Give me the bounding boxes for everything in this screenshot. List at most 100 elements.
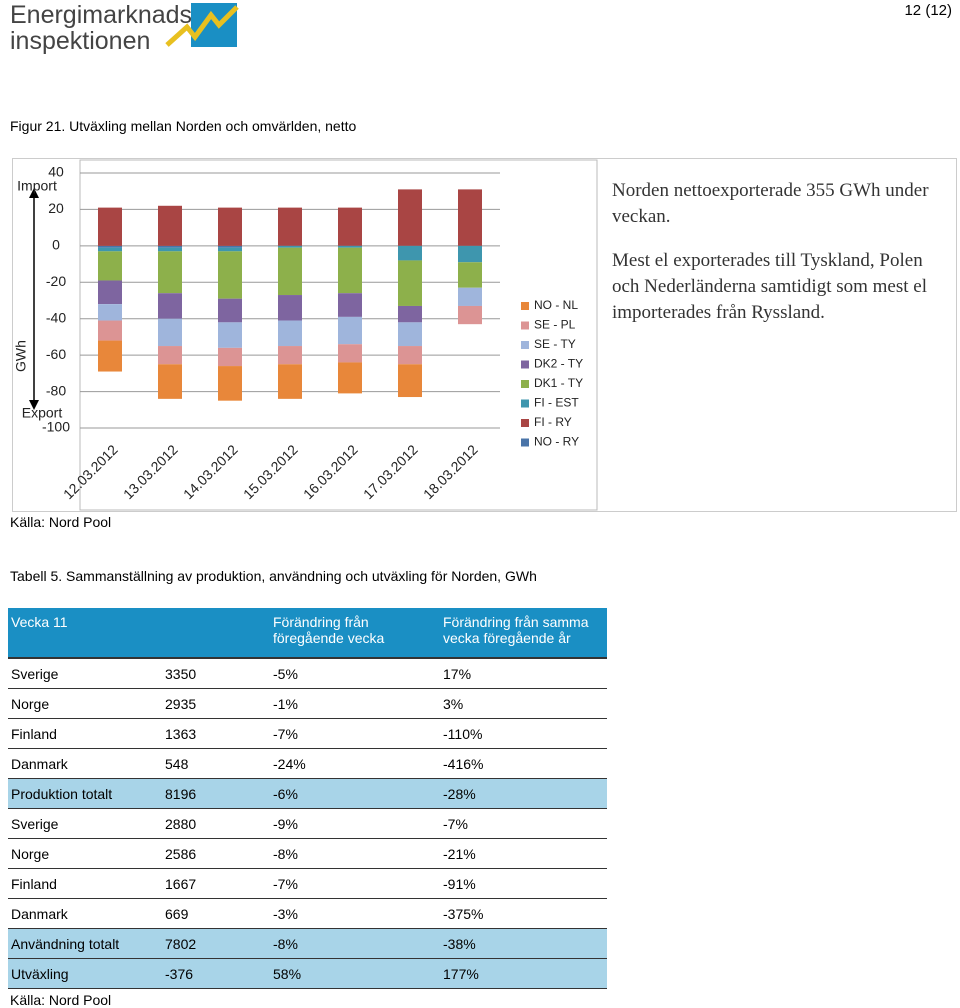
header-cell: Förändring från samma vecka föregående å…	[440, 608, 607, 659]
table-row: Norge 2586 -8% -21%	[8, 838, 607, 869]
legend-swatch	[521, 419, 529, 427]
y-tick-label: 20	[48, 200, 64, 216]
bar-segment	[278, 245, 302, 248]
table-row: Sverige 2880 -9% -7%	[8, 808, 607, 839]
legend-swatch	[521, 438, 529, 447]
legend-label: FI - EST	[534, 396, 579, 410]
bar-segment	[278, 364, 302, 399]
table-cell: 58%	[270, 958, 440, 989]
y-tick-label: -40	[46, 309, 66, 325]
table-cell: -416%	[440, 748, 607, 779]
table-row: Användning totalt 7802 -8% -38%	[8, 928, 607, 959]
bar-segment	[98, 340, 122, 372]
bar-segment	[98, 320, 122, 341]
bar-segment	[398, 245, 422, 261]
import-label: Import	[17, 178, 57, 194]
chart-source: Källa: Nord Pool	[10, 514, 112, 530]
table-cell: Finland	[8, 868, 162, 899]
table-cell: 1363	[162, 718, 270, 749]
y-tick-label: 0	[52, 237, 60, 253]
table-cell: -375%	[440, 898, 607, 929]
chart: GWh Import Export -100 -80 -60 -40 -20 0 20 40 1…	[13, 159, 598, 511]
legend-swatch	[521, 380, 529, 388]
logo-mark	[165, 3, 239, 47]
bar-segment	[158, 205, 182, 246]
bar-segment	[158, 251, 182, 294]
table-cell: Sverige	[8, 658, 162, 689]
table-cell: -7%	[270, 868, 440, 899]
table-cell: Sverige	[8, 808, 162, 839]
table-cell: -9%	[270, 808, 440, 839]
table-row: Danmark 548 -24% -416%	[8, 748, 607, 779]
table-cell: 8196	[162, 778, 270, 809]
table-cell: -8%	[270, 928, 440, 959]
header-cell	[162, 608, 270, 659]
bar-segment	[158, 364, 182, 399]
table-cell: Norge	[8, 838, 162, 869]
bar-segment	[458, 287, 482, 306]
table-cell: 7802	[162, 928, 270, 959]
y-tick-label: -100	[42, 419, 70, 435]
bar-segment	[98, 207, 122, 246]
table-cell: -38%	[440, 928, 607, 959]
logo: Energimarknads inspektionen	[10, 2, 192, 54]
bar-segment	[398, 346, 422, 365]
bar-segment	[398, 260, 422, 306]
logo-text: inspektionen	[10, 27, 151, 55]
bar-segment	[278, 320, 302, 347]
bar-segment	[218, 322, 242, 348]
bar-segment	[98, 304, 122, 321]
legend-label: SE - PL	[534, 318, 576, 332]
bar-segment	[158, 293, 182, 319]
x-tick-label: 17.03.2012	[360, 441, 421, 502]
bar-segment	[338, 247, 362, 294]
bar-segment	[158, 247, 182, 252]
bar-segment	[278, 247, 302, 296]
logo-text: Energimarknads	[10, 1, 193, 29]
bar-segment	[158, 346, 182, 365]
table-cell: -1%	[270, 688, 440, 719]
side-text: Norden nettoexporterade 355 GWh under ve…	[612, 178, 932, 344]
legend-label: NO - NL	[534, 298, 578, 312]
bar-segment	[218, 207, 242, 246]
legend-label: DK1 - TY	[534, 376, 583, 390]
table-row: Finland 1667 -7% -91%	[8, 868, 607, 899]
y-tick-label: 40	[48, 164, 64, 180]
table-cell: Utväxling	[8, 958, 162, 989]
bar-segment	[338, 207, 362, 246]
bar-segment	[458, 262, 482, 288]
table-cell: -5%	[270, 658, 440, 689]
y-tick-label: -60	[46, 346, 66, 362]
plot-frame	[79, 159, 598, 511]
bar-segment	[218, 366, 242, 401]
bar-segment	[218, 347, 242, 367]
table-cell: 2586	[162, 838, 270, 869]
x-tick-label: 16.03.2012	[300, 441, 361, 502]
table-cell: Danmark	[8, 748, 162, 779]
table-cell: 548	[162, 748, 270, 779]
bar-segment	[98, 280, 122, 305]
arrow-head	[29, 188, 39, 198]
header-cell: Vecka 11	[8, 608, 162, 659]
figure-caption: Figur 21. Utväxling mellan Norden och om…	[10, 118, 357, 134]
table-row: Finland 1363 -7% -110%	[8, 718, 607, 749]
table-cell: Användning totalt	[8, 928, 162, 959]
paragraph: Norden nettoexporterade 355 GWh under ve…	[612, 180, 929, 227]
table-cell: -28%	[440, 778, 607, 809]
x-tick-label: 13.03.2012	[120, 441, 181, 502]
table-cell: 17%	[440, 658, 607, 689]
page-number: 12 (12)	[904, 2, 952, 19]
table-cell: -6%	[270, 778, 440, 809]
table-cell: -24%	[270, 748, 440, 779]
table-row: Danmark 669 -3% -375%	[8, 898, 607, 929]
bar-segment	[338, 316, 362, 345]
table-cell: 3350	[162, 658, 270, 689]
legend-label: NO - RY	[534, 435, 579, 449]
bar-segment	[398, 189, 422, 246]
table-cell: 2935	[162, 688, 270, 719]
table-cell: -91%	[440, 868, 607, 899]
table-cell: 177%	[440, 958, 607, 989]
bar-segment	[458, 189, 482, 246]
x-tick-label: 14.03.2012	[180, 441, 241, 502]
